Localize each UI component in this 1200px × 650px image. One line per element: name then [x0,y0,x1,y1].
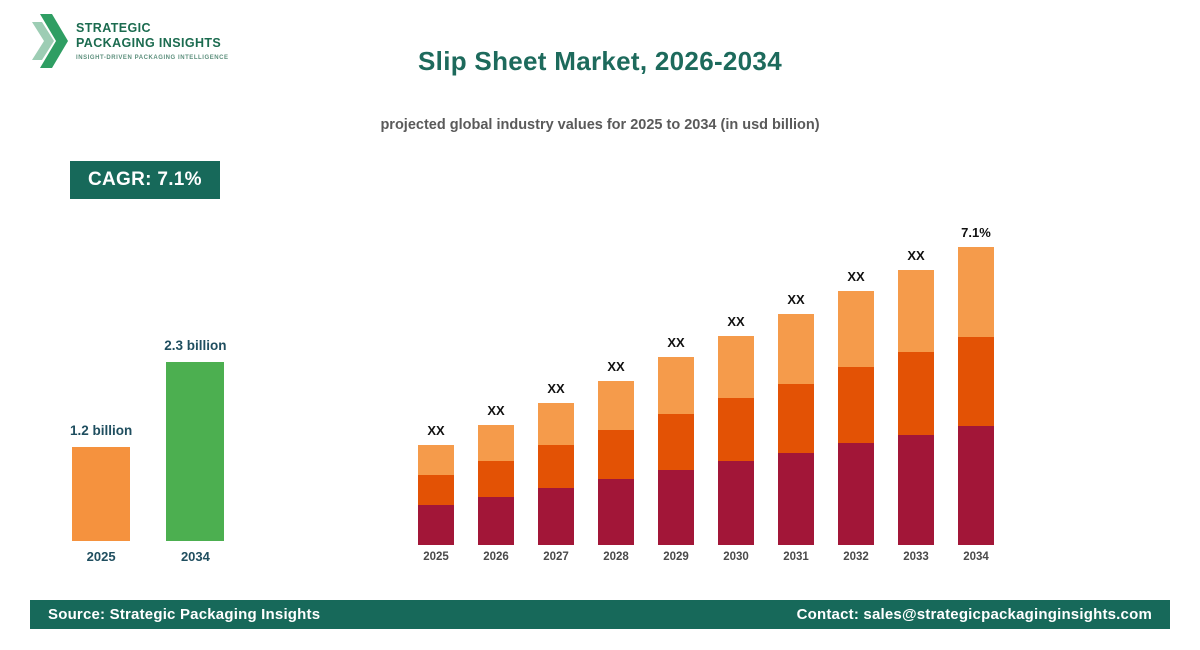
bar-segment-bottom [658,470,694,545]
logo-line2: PACKAGING INSIGHTS [76,36,222,50]
bar-year-label: 2034 [963,551,989,563]
bar-segment-top [658,357,694,414]
mini-bar-column: 1.2 billion 2025 [70,423,132,565]
bar-value-label: XX [847,269,865,284]
bar-segment-top [538,403,574,445]
bar-value-label: XX [607,359,625,374]
cagr-badge: CAGR: 7.1% [70,161,220,199]
bar-segment-top [418,445,454,475]
stacked-bar [718,336,754,545]
chevron-logo-icon [32,14,68,68]
bar-segment-top [478,425,514,461]
footer-source: Source: Strategic Packaging Insights [48,606,321,623]
bar-segment-top [598,381,634,430]
bar-segment-middle [898,352,934,435]
bar-segment-bottom [718,461,754,545]
bar-year-label: 2025 [423,551,449,563]
bar-segment-top [718,336,754,398]
stacked-bar-chart: XX 2025 XX 2026 XX 2027 XX 2028 XX 2029 XX 2030 XX 20… [418,225,994,565]
bar-column: XX 2027 [538,381,574,565]
mini-bar-year-label: 2025 [86,549,116,564]
stacked-bar [898,270,934,545]
bar-column: XX 2028 [598,359,634,565]
bar-value-label: XX [727,314,745,329]
stacked-bar [478,425,514,545]
bar-column: XX 2029 [658,335,694,565]
logo-line1: STRATEGIC [76,21,151,35]
stacked-bar [838,291,874,545]
mini-chart: 1.2 billion 2025 2.3 billion 2034 [70,338,227,565]
bar-segment-bottom [958,426,994,545]
bar-segment-middle [778,384,814,453]
logo-tagline: INSIGHT-DRIVEN PACKAGING INTELLIGENCE [76,55,229,61]
page-subtitle: projected global industry values for 202… [380,117,820,133]
bar-segment-middle [598,430,634,479]
bar-column: XX 2031 [778,292,814,565]
bar-segment-bottom [778,453,814,545]
bar-column: 7.1% 2034 [958,225,994,565]
bar-segment-middle [838,367,874,443]
bar-segment-bottom [478,497,514,545]
mini-bar-value-label: 2.3 billion [164,338,227,353]
bar-segment-bottom [898,435,934,545]
bar-segment-bottom [838,443,874,545]
mini-bar-column: 2.3 billion 2034 [164,338,226,565]
bar-segment-top [778,314,814,384]
bar-year-label: 2030 [723,551,749,563]
bar-value-label: XX [907,248,925,263]
stacked-bar [958,247,994,545]
bar-value-label: XX [667,335,685,350]
mini-bar [72,447,131,541]
bar-year-label: 2029 [663,551,689,563]
bar-year-label: 2028 [603,551,629,563]
bar-segment-top [958,247,994,337]
bar-segment-middle [418,475,454,505]
bar-segment-bottom [538,488,574,545]
mini-bar-value-label: 1.2 billion [70,423,133,438]
bar-value-label: XX [487,403,505,418]
bar-column: XX 2026 [478,403,514,565]
bar-value-label: XX [547,381,565,396]
bar-year-label: 2032 [843,551,869,563]
brand-logo: STRATEGIC PACKAGING INSIGHTS INSIGHT-DRI… [30,12,229,70]
footer-contact: Contact: sales@strategicpackaginginsight… [796,606,1152,623]
bar-value-label: XX [787,292,805,307]
stacked-bar [598,381,634,545]
stacked-bar [538,403,574,545]
bar-year-label: 2027 [543,551,569,563]
bar-value-label: XX [427,423,445,438]
bar-segment-bottom [598,479,634,545]
bar-column: XX 2025 [418,423,454,565]
logo-text: STRATEGIC PACKAGING INSIGHTS INSIGHT-DRI… [76,21,229,61]
footer-bar: Source: Strategic Packaging Insights Con… [30,600,1170,629]
stacked-bar [658,357,694,545]
stacked-bar [418,445,454,545]
bar-column: XX 2033 [898,248,934,565]
bar-segment-middle [478,461,514,497]
bar-segment-bottom [418,505,454,545]
bar-year-label: 2026 [483,551,509,563]
bar-segment-middle [958,337,994,426]
bar-segment-middle [658,414,694,470]
bar-column: XX 2032 [838,269,874,565]
stacked-bar [778,314,814,545]
bar-segment-middle [538,445,574,488]
bar-value-label: 7.1% [961,225,991,240]
bar-segment-top [898,270,934,352]
page-title: Slip Sheet Market, 2026-2034 [418,46,782,76]
bar-segment-middle [718,398,754,461]
bar-year-label: 2033 [903,551,929,563]
mini-bar-year-label: 2034 [180,549,210,564]
bar-column: XX 2030 [718,314,754,565]
bar-segment-top [838,291,874,367]
bar-year-label: 2031 [783,551,809,563]
mini-bar [166,362,225,541]
